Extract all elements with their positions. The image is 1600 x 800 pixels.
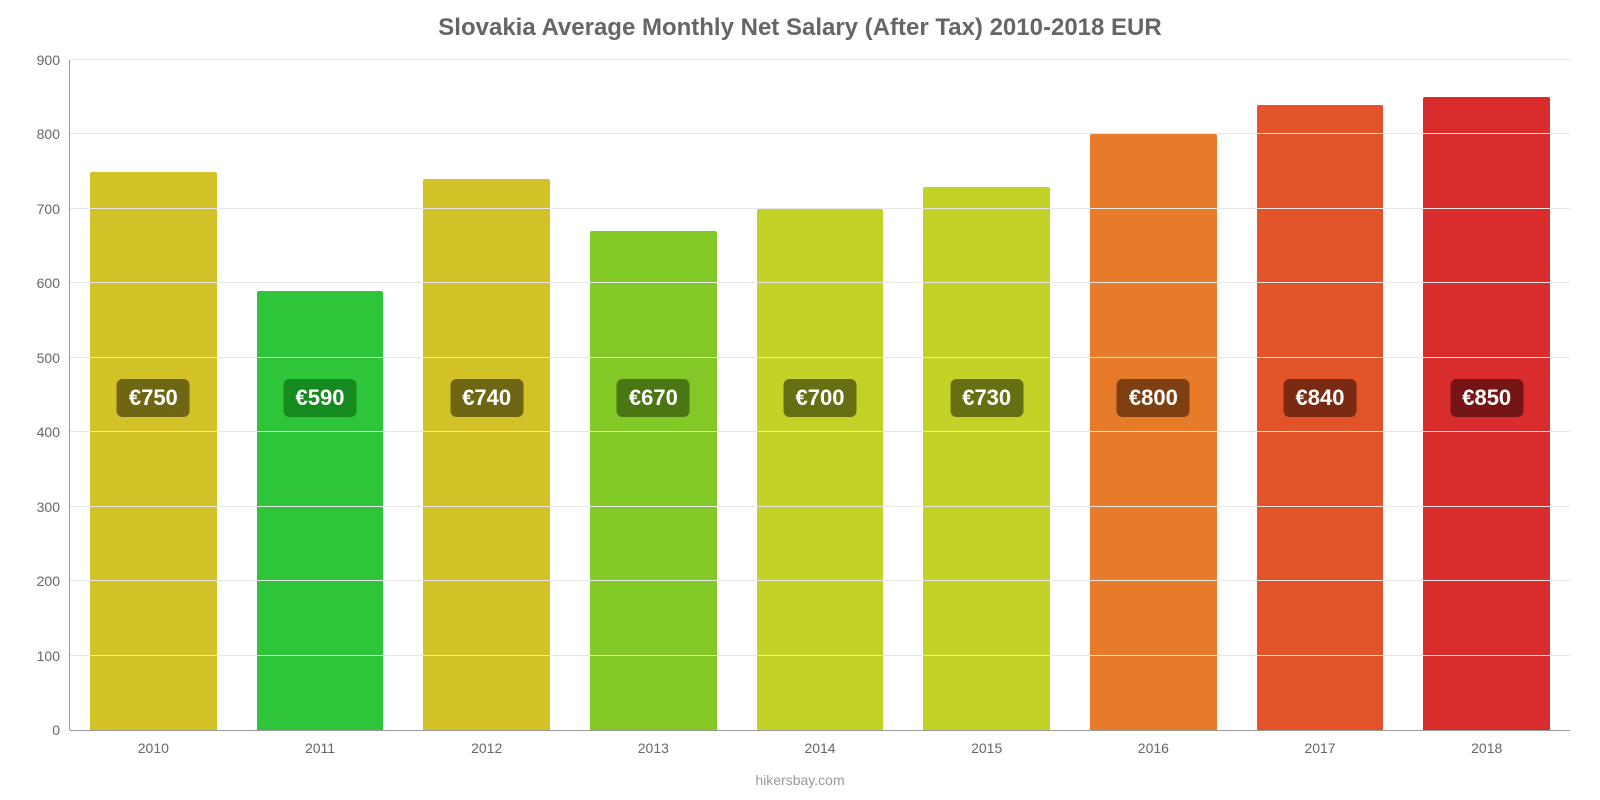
grid-line [70,133,1570,134]
bar-value-badge: €670 [617,379,690,417]
chart-title: Slovakia Average Monthly Net Salary (Aft… [0,14,1600,42]
y-tick-label: 100 [37,648,70,664]
bar-slot: €7002014 [737,60,904,730]
bar [757,209,884,730]
y-tick-label: 200 [37,573,70,589]
grid-line [70,357,1570,358]
bar [90,172,217,730]
y-tick-label: 400 [37,424,70,440]
bar-value-badge: €840 [1284,379,1357,417]
y-tick-label: 900 [37,52,70,68]
bar-value-badge: €730 [950,379,1023,417]
chart-container: Slovakia Average Monthly Net Salary (Aft… [0,0,1600,800]
bar-value-badge: €750 [117,379,190,417]
bar-slot: €8402017 [1237,60,1404,730]
x-tick-label: 2013 [638,730,669,756]
bar-value-badge: €740 [450,379,523,417]
x-tick-label: 2015 [971,730,1002,756]
grid-line [70,580,1570,581]
y-tick-label: 800 [37,126,70,142]
bar-slot: €7402012 [403,60,570,730]
bar [423,179,550,730]
x-tick-label: 2012 [471,730,502,756]
x-axis-line [70,730,1570,731]
grid-line [70,282,1570,283]
bar-value-badge: €800 [1117,379,1190,417]
bar [923,187,1050,730]
y-tick-label: 0 [52,722,70,738]
y-tick-label: 500 [37,350,70,366]
plot-area: €7502010€5902011€7402012€6702013€7002014… [70,60,1570,730]
bar-slot: €8502018 [1403,60,1570,730]
bar-value-badge: €850 [1450,379,1523,417]
bar-value-badge: €700 [784,379,857,417]
y-tick-label: 600 [37,275,70,291]
x-tick-label: 2010 [138,730,169,756]
x-tick-label: 2017 [1304,730,1335,756]
grid-line [70,59,1570,60]
bar-slot: €6702013 [570,60,737,730]
y-tick-label: 700 [37,201,70,217]
y-axis-line [69,60,70,730]
grid-line [70,208,1570,209]
grid-line [70,655,1570,656]
bar-slot: €7302015 [903,60,1070,730]
bar-value-badge: €590 [284,379,357,417]
bar-slot: €8002016 [1070,60,1237,730]
bar-slot: €7502010 [70,60,237,730]
bars-group: €7502010€5902011€7402012€6702013€7002014… [70,60,1570,730]
y-tick-label: 300 [37,499,70,515]
grid-line [70,431,1570,432]
bar-slot: €5902011 [237,60,404,730]
x-tick-label: 2016 [1138,730,1169,756]
grid-line [70,506,1570,507]
x-tick-label: 2018 [1471,730,1502,756]
chart-footer: hikersbay.com [0,772,1600,788]
x-tick-label: 2014 [804,730,835,756]
x-tick-label: 2011 [305,730,335,756]
